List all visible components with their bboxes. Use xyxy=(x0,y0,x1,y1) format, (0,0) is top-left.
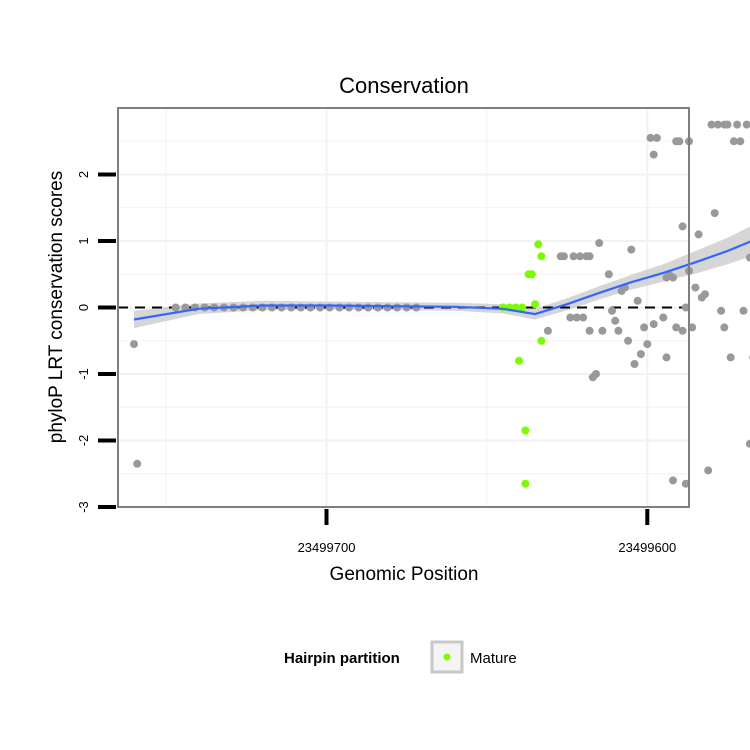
other-point xyxy=(652,133,661,142)
other-point xyxy=(559,252,568,261)
other-point xyxy=(171,303,180,312)
other-point xyxy=(130,340,138,349)
other-point xyxy=(691,283,700,292)
other-point xyxy=(678,222,687,231)
other-point xyxy=(630,360,639,368)
other-point xyxy=(598,326,607,335)
mature-point xyxy=(521,426,530,435)
other-point xyxy=(569,252,578,261)
other-point xyxy=(681,479,690,488)
other-point xyxy=(248,303,257,312)
y-tick-label: 2 xyxy=(76,171,91,178)
data-points xyxy=(130,120,750,488)
other-point xyxy=(643,340,652,349)
y-tick-label: -2 xyxy=(76,435,91,447)
x-tick-label: 23499700 xyxy=(298,540,356,555)
other-point xyxy=(640,323,649,332)
smooth-line xyxy=(133,240,750,321)
other-point xyxy=(614,326,623,335)
other-point xyxy=(745,253,750,262)
y-axis: -3 -2 -1 0 1 2 xyxy=(76,171,116,513)
other-point xyxy=(662,353,671,362)
other-point xyxy=(604,270,613,279)
other-point xyxy=(575,252,584,261)
mature-point xyxy=(527,270,536,279)
other-point xyxy=(707,120,716,129)
other-point xyxy=(717,306,726,315)
confidence-ribbon xyxy=(134,226,750,329)
panel-border xyxy=(117,107,690,508)
other-point xyxy=(672,323,681,332)
other-point xyxy=(649,320,658,329)
other-point xyxy=(373,303,382,312)
legend-item-mature: Mature xyxy=(470,650,517,667)
other-point xyxy=(393,303,402,312)
other-point xyxy=(133,459,142,468)
chart-title: Conservation xyxy=(339,73,469,98)
y-tick-label: 0 xyxy=(76,304,91,311)
y-tick-label: -1 xyxy=(76,368,91,380)
other-point xyxy=(704,466,713,475)
legend: Hairpin partition Mature xyxy=(284,640,517,674)
y-tick-label: 1 xyxy=(76,237,91,244)
other-point xyxy=(566,313,575,322)
mature-point xyxy=(521,479,530,488)
other-point xyxy=(608,306,616,315)
other-point xyxy=(572,313,581,322)
mature-point xyxy=(537,252,546,261)
other-point xyxy=(739,306,748,315)
other-point xyxy=(723,120,732,129)
x-axis-title: Genomic Position xyxy=(330,564,479,585)
other-point xyxy=(402,303,411,312)
y-tick-label: -3 xyxy=(76,501,91,513)
other-point xyxy=(659,313,668,322)
confidence-band xyxy=(134,226,750,329)
other-point xyxy=(678,326,687,335)
other-point xyxy=(649,150,658,159)
other-point xyxy=(669,476,677,485)
other-point xyxy=(745,439,750,448)
other-point xyxy=(729,137,738,146)
other-point xyxy=(585,326,594,335)
other-point xyxy=(579,313,588,322)
mature-point xyxy=(518,303,527,312)
mature-point xyxy=(534,240,543,249)
other-point xyxy=(595,239,604,247)
x-axis: 23499700 23499600 xyxy=(298,509,676,555)
other-point xyxy=(742,120,750,129)
mature-point xyxy=(537,336,546,345)
other-point xyxy=(646,133,655,142)
x-tick-label: 23499600 xyxy=(618,540,676,555)
other-point xyxy=(633,296,642,305)
other-point xyxy=(636,350,645,359)
other-point xyxy=(736,137,745,146)
other-point xyxy=(688,323,697,332)
y-axis-title: phyloP LRT conservation scores xyxy=(46,171,67,444)
other-point xyxy=(713,120,722,129)
other-point xyxy=(383,303,392,312)
other-point xyxy=(585,252,594,261)
smooth-trend xyxy=(133,240,750,321)
other-point xyxy=(543,326,552,335)
other-point xyxy=(354,303,363,312)
other-point xyxy=(681,303,690,312)
legend-mature-swatch xyxy=(443,653,451,661)
mature-point xyxy=(515,356,523,365)
legend-title: Hairpin partition xyxy=(284,650,400,667)
other-point xyxy=(726,353,735,362)
other-point xyxy=(592,370,600,378)
other-point xyxy=(364,303,373,312)
other-point xyxy=(720,323,729,332)
other-point xyxy=(733,120,742,129)
other-point xyxy=(611,316,620,325)
mature-point xyxy=(531,300,539,309)
other-point xyxy=(675,137,684,146)
other-point xyxy=(701,290,709,299)
other-point xyxy=(669,273,677,282)
other-point xyxy=(624,336,633,345)
other-point xyxy=(710,209,719,218)
other-point xyxy=(694,230,703,239)
other-point xyxy=(627,245,636,254)
